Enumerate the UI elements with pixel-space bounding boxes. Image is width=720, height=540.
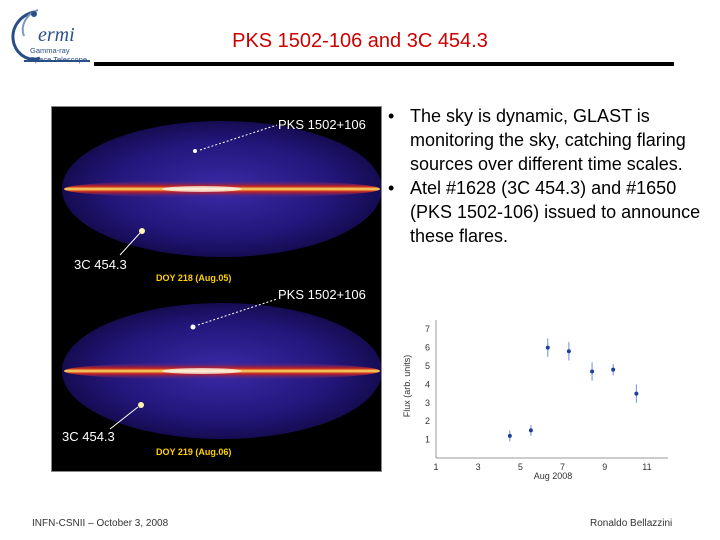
sky-maps-panel: PKS 1502+106 3C 454.3 DOY 218 (Aug.05) P… [51,106,382,472]
sky-map-2 [62,298,382,439]
sky-map-1-other-label: 3C 454.3 [74,257,127,272]
x-tick-label: 11 [642,462,651,472]
y-tick-label: 2 [425,416,430,426]
logo-subtitle: Gamma-ray Space Telescope [30,46,87,64]
sky-maps-image [62,121,382,439]
bullet-text: The sky is dynamic, GLAST is monitoring … [410,106,686,174]
x-tick-label: 1 [433,462,438,472]
footer-right: Ronaldo Bellazzini [590,518,673,529]
logo-wordmark: ermi [38,24,75,46]
slide-title: PKS 1502-106 and 3C 454.3 [232,30,488,52]
y-tick-label: 4 [425,379,430,389]
source-3c454-marker-2 [138,402,144,408]
sky-map-1-date-label: DOY 218 (Aug.05) [156,273,232,283]
chart-y-label: Flux (arb. units) [402,355,412,418]
y-tick-label: 6 [425,343,430,353]
sky-map-2-date-label: DOY 219 (Aug.06) [156,447,232,457]
bullet-item: • The sky is dynamic, GLAST is monitoring… [388,106,686,174]
x-tick-label: 9 [602,462,607,472]
data-point [590,369,595,374]
data-point [545,345,550,350]
bullet-item: • Atel #1628 (3C 454.3) and #1650 (PKS 15… [388,178,701,246]
chart-x-label: Aug 2008 [534,471,573,481]
source-pks1502-marker-2 [190,324,196,330]
data-point [566,349,571,354]
data-point [507,433,512,438]
bullet-text: Atel #1628 (3C 454.3) and #1650 (PKS 150… [410,178,701,246]
sky-map-1 [62,121,382,257]
source-pks1502-marker [193,149,197,153]
logo-subtitle-line-2: Space Telescope [30,55,87,64]
bullet-list: • The sky is dynamic, GLAST is monitoring… [388,104,708,248]
sky-map-2-source-label: PKS 1502+106 [278,287,366,302]
y-tick-label: 5 [425,361,430,371]
sky-map-2-other-label: 3C 454.3 [62,429,115,444]
x-tick-label: 3 [476,462,481,472]
logo-subtitle-line-1: Gamma-ray [30,46,70,55]
fermi-swirl-icon [11,9,90,62]
data-point [528,428,533,433]
footer-left: INFN-CSNII – October 3, 2008 [32,518,169,529]
sky-map-1-source-label: PKS 1502+106 [278,117,366,132]
x-tick-label: 5 [518,462,523,472]
y-tick-label: 7 [425,324,430,334]
data-point [611,367,616,372]
fermi-logo: ermi Gamma-ray Space Telescope [4,4,96,76]
data-point [634,391,639,396]
light-curve-chart: Flux (arb. units) Aug 2008 1 3 5 7 9 11123456… [402,320,668,481]
title-divider [94,62,674,66]
y-tick-label: 1 [425,435,430,445]
x-tick-label: 7 [560,462,565,472]
y-tick-label: 3 [425,398,430,408]
chart-plot-area [436,320,668,458]
source-3c454-marker [139,228,145,234]
